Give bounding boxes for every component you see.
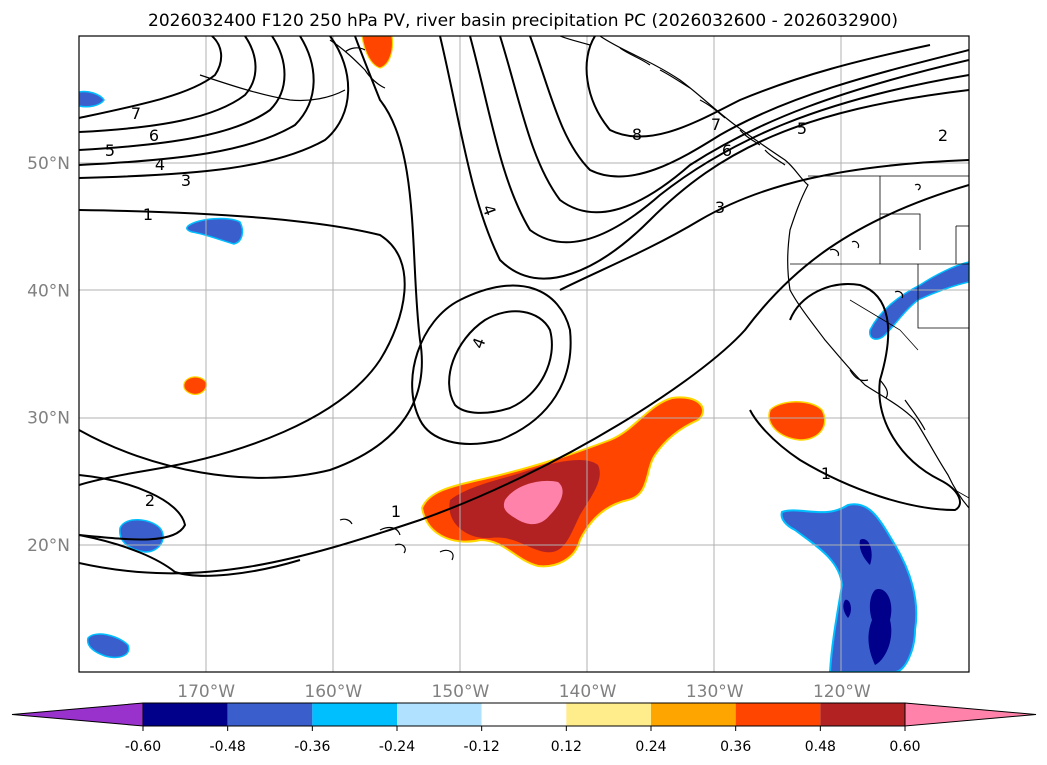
colorbar-segment — [143, 703, 228, 726]
latitude-tick-label: 40°N — [27, 281, 70, 301]
contour-label: 6 — [722, 141, 732, 160]
colorbar-segment — [735, 703, 821, 726]
contour-label: 7 — [711, 115, 721, 134]
precip-shading — [79, 36, 969, 672]
strong-negative-anomaly — [843, 539, 892, 665]
map-panel: 7 6 5 4 3 1 2 4 4 8 7 6 5 3 2 1 1 — [79, 36, 969, 672]
colorbar-segment — [651, 703, 736, 726]
colorbar-tick-label: -0.48 — [210, 739, 246, 755]
colorbar-segment — [566, 703, 651, 726]
contour-label: 1 — [821, 464, 831, 483]
colorbar-segment — [397, 703, 482, 726]
pv-contour-labels: 7 6 5 4 3 1 2 4 4 8 7 6 5 3 2 1 1 — [105, 104, 948, 521]
colorbar-ticks: -0.60 -0.48 -0.36 -0.24 -0.12 0.12 0.24 0.36 0.4… — [125, 726, 921, 755]
longitude-tick-label: 130°W — [686, 682, 744, 702]
contour-label: 7 — [131, 104, 141, 123]
colorbar-tick-label: -0.36 — [294, 739, 330, 755]
negative-anomaly-northwest — [79, 90, 105, 108]
peak-positive-anomaly — [503, 480, 563, 525]
longitude-tick-label: 150°W — [432, 682, 490, 702]
latitude-tick-label: 30°N — [27, 409, 70, 429]
longitude-tick-label: 170°W — [177, 682, 235, 702]
colorbar: -0.60 -0.48 -0.36 -0.24 -0.12 0.12 0.24 0.36 0.4… — [11, 702, 1037, 755]
contour-label: 5 — [105, 141, 115, 160]
colorbar-tick-label: 0.24 — [635, 739, 666, 755]
latitude-tick-label: 20°N — [27, 536, 70, 556]
colorbar-segment — [312, 703, 397, 726]
contour-label: 3 — [181, 171, 191, 190]
longitude-tick-label: 160°W — [304, 682, 362, 702]
positive-anomaly-small — [183, 376, 207, 395]
colorbar-tick-label: 0.36 — [720, 739, 751, 755]
colorbar-tick-label: -0.60 — [125, 739, 161, 755]
pv-contours — [79, 36, 969, 577]
colorbar-segment — [481, 703, 567, 726]
contour-label: 5 — [797, 119, 807, 138]
positive-anomaly-north — [361, 36, 394, 69]
contour-label: 6 — [149, 126, 159, 145]
negative-anomaly-west-mid — [186, 217, 244, 245]
map-title: 2026032400 F120 250 hPa PV, river basin … — [148, 11, 898, 31]
latitude-ticks: 20°N 30°N 40°N 50°N — [27, 154, 70, 556]
colorbar-segment — [227, 703, 313, 726]
colorbar-tick-label: 0.12 — [551, 739, 582, 755]
longitude-ticks: 170°W 160°W 150°W 140°W 130°W 120°W — [177, 682, 871, 702]
longitude-tick-label: 140°W — [559, 682, 617, 702]
colorbar-extend-max — [904, 702, 1037, 727]
contour-label: 3 — [715, 198, 725, 217]
colorbar-tick-label: 0.48 — [805, 739, 836, 755]
latitude-tick-label: 50°N — [27, 154, 70, 174]
colorbar-outline — [142, 702, 906, 727]
positive-anomaly-east — [768, 401, 826, 441]
map-frame — [78, 35, 970, 673]
colorbar-boxes — [11, 702, 1037, 727]
colorbar-tick-label: 0.60 — [889, 739, 920, 755]
longitude-tick-label: 120°W — [813, 682, 871, 702]
colorbar-segment — [820, 703, 905, 726]
contour-label: 1 — [391, 502, 401, 521]
colorbar-tick-label: -0.12 — [464, 739, 500, 755]
colorbar-tick-label: -0.24 — [379, 739, 415, 755]
contour-label: 4 — [155, 155, 165, 174]
contour-label: 8 — [632, 125, 642, 144]
contour-label: 2 — [145, 491, 155, 510]
negative-anomaly-far-southwest — [86, 633, 130, 659]
political-borders — [790, 175, 969, 499]
contour-label: 2 — [938, 126, 948, 145]
contour-label: 1 — [143, 205, 153, 224]
colorbar-extend-min — [11, 702, 144, 727]
